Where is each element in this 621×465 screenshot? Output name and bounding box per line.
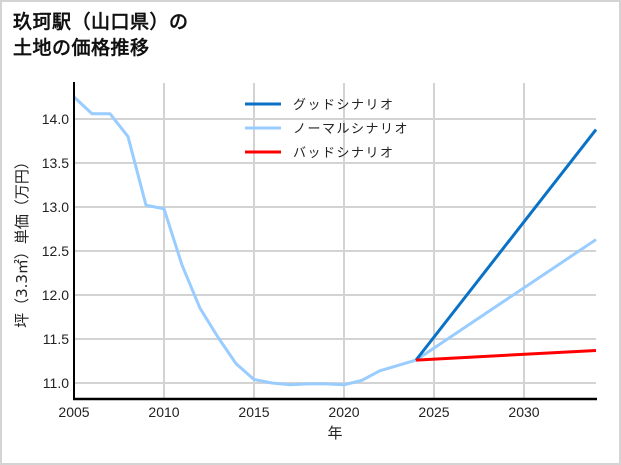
normal-scenario-line xyxy=(72,95,597,387)
y-tick-label: 13.0 xyxy=(42,199,69,215)
y-tick-label: 14.0 xyxy=(42,111,69,127)
x-tick-label: 2030 xyxy=(508,404,539,420)
chart-title: 玖珂駅（山口県）の 土地の価格推移 xyxy=(13,9,189,61)
x-tick-label: 2020 xyxy=(328,404,359,420)
legend-item-normal: ノーマルシナリオ xyxy=(245,122,409,137)
y-tick-label: 11.0 xyxy=(43,375,69,391)
axes xyxy=(73,82,597,401)
x-tick-label: 2025 xyxy=(418,404,449,420)
bad-scenario-line xyxy=(415,348,597,362)
y-tick-label: 11.5 xyxy=(43,331,69,347)
x-tick-label: 2015 xyxy=(238,404,269,420)
y-axis-label: 坪（3.3㎡）単価（万円） xyxy=(13,154,31,328)
y-tick-label: 13.5 xyxy=(42,155,69,171)
x-tick-label: 2005 xyxy=(58,404,89,420)
x-tick-labels: 2005 2010 2015 2020 2025 2030 xyxy=(58,404,539,420)
y-tick-label: 12.5 xyxy=(42,243,69,259)
chart-title-line-2: 土地の価格推移 xyxy=(13,37,150,59)
legend-item-bad: バッドシナリオ xyxy=(245,146,395,161)
x-axis-label: 年 xyxy=(327,424,342,442)
good-scenario-line xyxy=(414,128,598,362)
legend-item-good: グッドシナリオ xyxy=(245,98,395,113)
x-tick-label: 2010 xyxy=(148,404,179,420)
y-tick-label: 12.0 xyxy=(42,287,69,303)
grid-lines xyxy=(73,83,596,399)
series-lines xyxy=(72,95,598,387)
chart-title-line-1: 玖珂駅（山口県）の xyxy=(13,11,189,33)
legend-label: グッドシナリオ xyxy=(293,98,395,113)
legend-label: バッドシナリオ xyxy=(293,146,395,161)
legend-label: ノーマルシナリオ xyxy=(293,122,409,137)
y-tick-labels: 11.0 11.5 12.0 12.5 13.0 13.5 14.0 xyxy=(42,111,69,391)
